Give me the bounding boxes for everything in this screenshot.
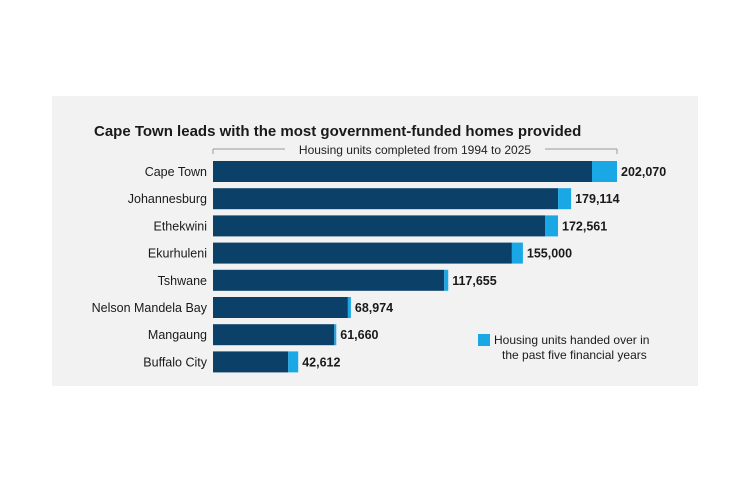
bar-base-johannesburg (213, 188, 559, 210)
legend: Housing units handed over in the past fi… (478, 333, 649, 362)
bar-recent-nelson-mandela-bay (347, 297, 351, 318)
bar-recent-tshwane (444, 269, 449, 291)
chart-panel (52, 96, 698, 386)
chart-subtitle: Housing units completed from 1994 to 202… (299, 143, 531, 157)
bar-base-mangaung (213, 324, 335, 346)
category-label-ekurhuleni: Ekurhuleni (148, 247, 207, 261)
bar-recent-johannesburg (558, 188, 572, 210)
bars-group: Cape Town 202,070 Johannesburg 179,114 Ethek… (92, 161, 666, 373)
category-label-nelson-mandela-bay: Nelson Mandela Bay (92, 301, 208, 315)
total-label-mangaung: 61,660 (340, 328, 378, 342)
total-label-buffalo-city: 42,612 (302, 355, 340, 369)
total-label-ethekwini: 172,561 (562, 219, 607, 233)
category-label-cape-town: Cape Town (145, 165, 207, 179)
bar-base-cape-town (213, 161, 593, 182)
bar-recent-ethekwini (545, 215, 559, 237)
category-label-johannesburg: Johannesburg (128, 192, 207, 206)
total-label-tshwane: 117,655 (452, 274, 497, 288)
bar-base-ekurhuleni (213, 242, 512, 264)
bar-base-tshwane (213, 269, 445, 291)
bar-recent-buffalo-city (288, 351, 299, 373)
total-label-johannesburg: 179,114 (575, 192, 620, 206)
legend-label-line2: the past five financial years (502, 348, 647, 362)
bar-recent-mangaung (334, 324, 337, 346)
bar-recent-cape-town (592, 161, 617, 182)
bar-base-ethekwini (213, 215, 546, 237)
category-label-mangaung: Mangaung (148, 328, 207, 342)
category-label-tshwane: Tshwane (158, 274, 207, 288)
category-label-buffalo-city: Buffalo City (143, 355, 207, 369)
chart-title: Cape Town leads with the most government… (94, 123, 581, 140)
bar-base-nelson-mandela-bay (213, 297, 348, 318)
total-label-ekurhuleni: 155,000 (527, 247, 572, 261)
subtitle-bracket (212, 148, 618, 154)
legend-swatch (478, 334, 490, 346)
legend-label-line1: Housing units handed over in (494, 333, 649, 347)
bar-recent-ekurhuleni (511, 242, 523, 264)
bar-base-buffalo-city (213, 351, 289, 373)
total-label-nelson-mandela-bay: 68,974 (355, 301, 393, 315)
total-label-cape-town: 202,070 (621, 165, 666, 179)
category-label-ethekwini: Ethekwini (154, 219, 208, 233)
